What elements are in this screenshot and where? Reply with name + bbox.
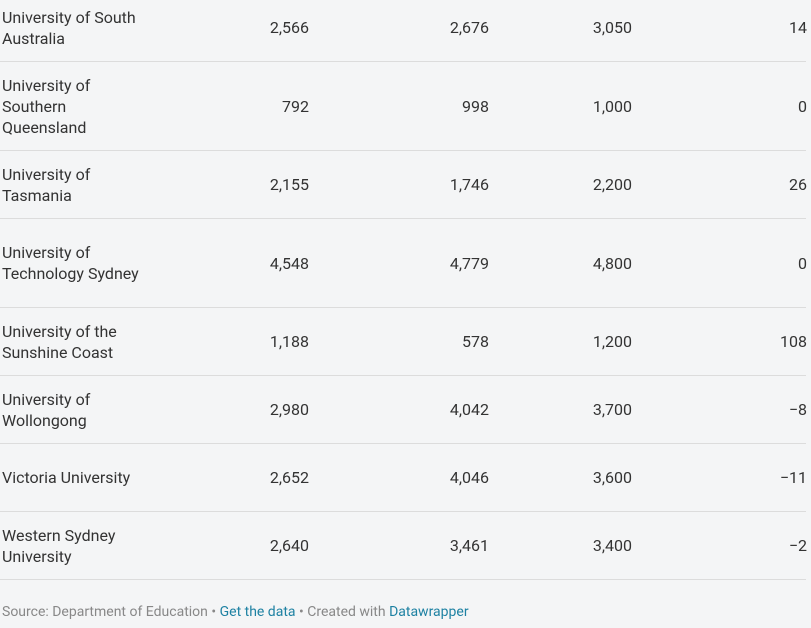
get-data-link[interactable]: Get the data: [219, 604, 296, 620]
cell-value: 1,200: [592, 332, 632, 351]
row-name: University of Tasmania: [2, 164, 91, 205]
cell-value: 14: [789, 18, 807, 37]
datawrapper-link[interactable]: Datawrapper: [389, 604, 469, 620]
table-row: Victoria University 2,652 4,046 3,600 −11: [0, 444, 807, 512]
table-row: Western Sydney University 2,640 3,461 3,400…: [0, 512, 807, 580]
table-row: University of the Sunshine Coast 1,188 578…: [0, 308, 807, 376]
row-name: University of the Sunshine Coast: [2, 321, 117, 362]
cell-value: 1,188: [269, 332, 309, 351]
footer: Source: Department of Education • Get th…: [2, 604, 469, 620]
cell-value: 4,042: [449, 400, 489, 419]
cell-value: 4,548: [269, 253, 309, 273]
cell-value: −8: [788, 400, 807, 419]
table-row: University of Tasmania 2,155 1,746 2,200 26: [0, 151, 807, 219]
cell-value: 4,046: [449, 468, 489, 487]
table-row: University of South Australia 2,566 2,676 3…: [0, 0, 807, 62]
cell-value: 2,566: [269, 18, 309, 37]
table-row: University of Technology Sydney 4,548 4,77…: [0, 219, 807, 308]
row-name: Victoria University: [2, 468, 131, 487]
table-row: University of Southern Queensland 792 998 1…: [0, 62, 807, 151]
cell-value: 26: [789, 175, 807, 194]
cell-value: 2,676: [449, 18, 489, 37]
cell-value: 2,980: [269, 400, 309, 419]
cell-value: 2,652: [269, 468, 309, 487]
cell-value: 3,050: [592, 18, 632, 37]
cell-value: 1,746: [449, 175, 489, 194]
created-with: Created with: [307, 604, 386, 620]
cell-value: −11: [779, 468, 807, 487]
cell-value: 2,155: [269, 175, 309, 194]
table: University of South Australia 2,566 2,676 3…: [0, 0, 807, 580]
cell-value: 0: [798, 253, 807, 273]
row-name: University of Wollongong: [2, 389, 91, 430]
cell-value: 0: [798, 96, 807, 116]
cell-value: 1,000: [592, 96, 632, 116]
cell-value: 3,600: [592, 468, 632, 487]
source: Source: Department of Education: [2, 604, 208, 620]
cell-value: 998: [462, 96, 489, 116]
cell-value: 3,400: [592, 536, 632, 555]
row-name: University of Technology Sydney: [2, 243, 139, 283]
cell-value: 4,800: [592, 253, 632, 273]
cell-value: 3,700: [592, 400, 632, 419]
cell-value: 792: [282, 96, 309, 116]
separator: •: [299, 604, 304, 620]
row-name: Western Sydney University: [2, 525, 116, 566]
cell-value: 2,200: [592, 175, 632, 194]
row-name: University of South Australia: [2, 7, 136, 48]
row-name: University of Southern Queensland: [2, 75, 91, 137]
separator: •: [211, 604, 217, 620]
cell-value: 108: [780, 332, 807, 351]
cell-value: −2: [788, 536, 807, 555]
cell-value: 3,461: [449, 536, 489, 555]
table-row: University of Wollongong 2,980 4,042 3,700 −…: [0, 376, 807, 444]
cell-value: 2,640: [269, 536, 309, 555]
cell-value: 4,779: [449, 253, 489, 273]
cell-value: 578: [462, 332, 489, 351]
